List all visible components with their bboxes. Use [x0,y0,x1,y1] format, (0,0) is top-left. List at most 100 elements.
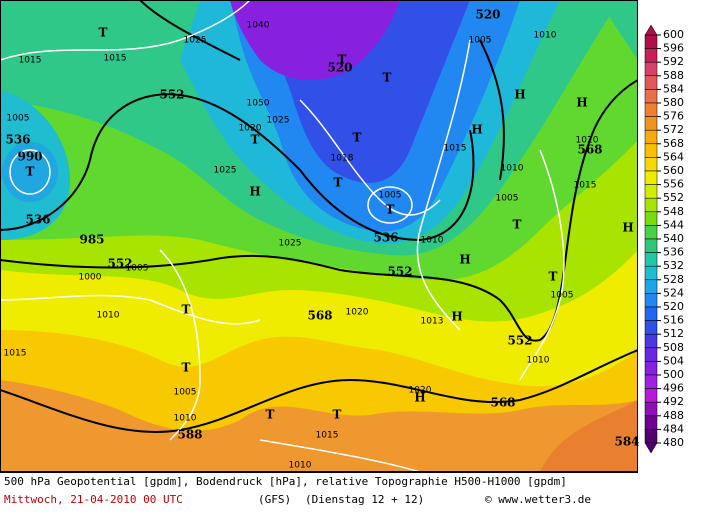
map-marker-label: 990 [17,150,42,164]
map-marker-label: 536 [5,133,30,147]
map-marker-label: H [576,96,587,110]
scale-tick-label: 600 [663,28,684,41]
map-marker-label: T [513,218,522,232]
map-marker-label: T [549,270,558,284]
scale-tick-label: 480 [663,436,684,449]
map-marker-label: 584 [614,435,639,449]
isobar-label: 1005 [496,194,519,204]
scale-band [644,306,658,321]
map-marker-label: T [26,165,35,179]
isobar-label: 1025 [214,166,237,176]
scale-tick-label: 588 [663,69,684,82]
scale-band [644,293,658,308]
map-marker-label: 536 [373,231,398,245]
footer-line: 500 hPa Geopotential [gpdm], Bodendruck … [4,475,567,488]
isobar-label: 1015 [574,181,597,191]
map-marker-label: H [622,221,633,235]
scale-band [644,61,658,77]
scale-band [644,252,658,267]
scale-band [644,89,658,104]
scale-band [644,225,658,240]
scale-tick-label: 560 [663,164,684,177]
isobar-label: 1015 [104,54,127,64]
map-frame [0,0,638,472]
map-marker-label: H [451,310,462,324]
footer-date: Mittwoch, 21-04-2010 00 UTC [4,493,183,506]
map-marker-label: 552 [159,88,184,102]
isobar-label: 1010 [421,236,444,246]
scale-band [644,265,658,281]
scale-band [644,116,658,131]
scale-tick-label: 532 [663,259,684,272]
scale-tick-label: 564 [663,150,684,163]
map-marker-label: T [338,53,347,67]
scale-band [644,374,658,389]
footer-credit: © www.wetter3.de [485,493,591,506]
scale-band [644,184,658,199]
map-marker-label: 552 [107,257,132,271]
scale-tick-label: 488 [663,409,684,422]
color-scale: 6005965925885845805765725685645605565525… [644,24,684,454]
scale-tick-label: 484 [663,422,684,435]
scale-tick-label: 524 [663,286,684,299]
map-marker-label: 568 [490,396,515,410]
map-marker-label: T [99,26,108,40]
map-marker-label: 552 [387,265,412,279]
isobar-label: 1025 [184,36,207,46]
scale-tick-label: 492 [663,395,684,408]
isobar-label: 1005 [126,264,149,274]
map-marker-label: 568 [307,309,332,323]
scale-band [644,129,658,145]
scale-band [644,238,658,253]
scale-band [644,361,658,376]
isobar-label: 1040 [247,21,270,31]
scale-band [644,170,658,185]
isobar-label: 1015 [444,144,467,154]
map-marker-label: H [414,391,425,405]
scale-tick-label: 544 [663,218,684,231]
scale-band [644,143,658,158]
isobar-label: 1010 [501,164,524,174]
isobar-label: 1015 [316,431,339,441]
scale-tick-label: 540 [663,232,684,245]
isobar-label: 1015 [19,56,42,66]
scale-band [644,320,658,335]
scale-tick-label: 520 [663,300,684,313]
scale-tick-label: 584 [663,82,684,95]
scale-band [644,211,658,226]
scale-band [644,279,658,294]
isobar-label: 1005 [7,114,30,124]
map-marker-label: H [459,253,470,267]
scale-band [644,388,658,403]
isobar-label: 1010 [174,414,197,424]
map-marker-label: T [383,71,392,85]
isobar-label: 1000 [79,273,102,283]
scale-cap [644,442,658,454]
map-marker-label: 568 [577,143,602,157]
scale-band [644,48,658,63]
footer-run: (Dienstag 12 + 12) [305,493,424,506]
scale-band [644,102,658,117]
isobar-label: 1020 [239,124,262,134]
isobar-label: 1005 [174,388,197,398]
map-marker-label: T [334,176,343,190]
isobar-label: 1005 [469,36,492,46]
isobar-label: 1005 [551,291,574,301]
isobar-label: 1013 [421,317,444,327]
map-marker-label: T [266,408,275,422]
isobar-label: 1020 [346,308,369,318]
isobar-label: 1015 [4,349,27,359]
scale-tick-label: 496 [663,382,684,395]
isobar-label: 1020 [576,136,599,146]
scale-band [644,401,658,417]
isobar-label: 1025 [279,239,302,249]
map-marker-label: T [251,133,260,147]
scale-tick-label: 556 [663,178,684,191]
isobar-label: 1020 [409,386,432,396]
isobar-label: 1050 [247,99,270,109]
map-background [0,0,638,472]
scale-tick-label: 508 [663,341,684,354]
map-marker-label: H [471,123,482,137]
